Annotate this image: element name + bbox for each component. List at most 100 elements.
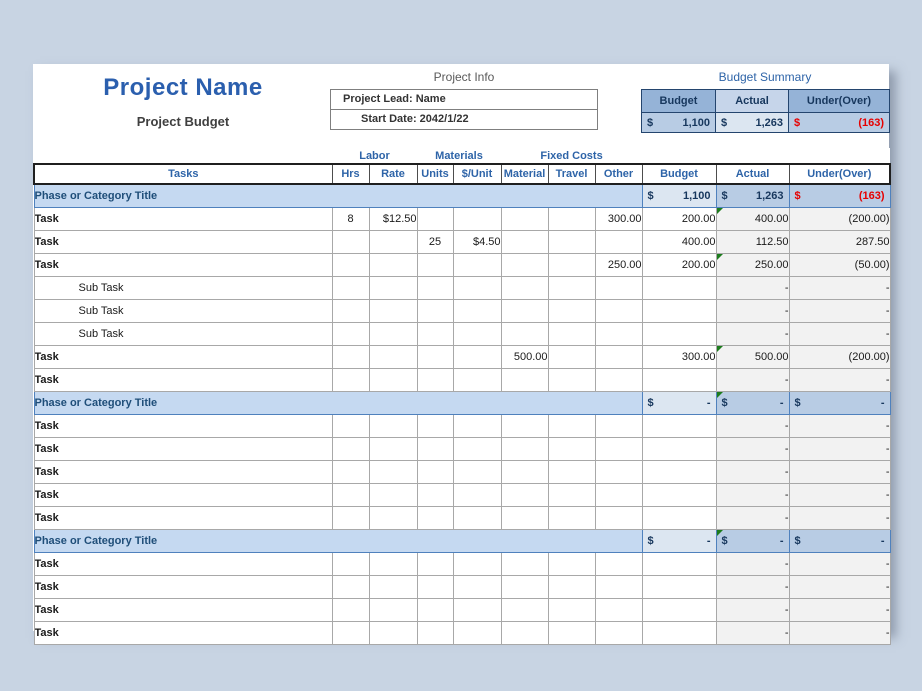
column-header-unit[interactable]: $/Unit bbox=[452, 163, 502, 185]
budget-cell[interactable] bbox=[641, 322, 717, 346]
other-cell[interactable] bbox=[594, 230, 643, 254]
task-label-cell[interactable]: Task bbox=[33, 621, 333, 645]
other-cell[interactable]: 300.00 bbox=[594, 207, 643, 231]
rate-cell[interactable] bbox=[368, 322, 418, 346]
column-header-budget[interactable]: Budget bbox=[641, 163, 717, 185]
phase-total-under[interactable]: $ - bbox=[788, 529, 891, 553]
budget-cell[interactable] bbox=[641, 621, 717, 645]
other-cell[interactable] bbox=[594, 506, 643, 530]
phase-total-budget[interactable]: $ - bbox=[641, 391, 717, 415]
hrs-cell[interactable] bbox=[331, 598, 370, 622]
task-label-cell[interactable]: Task bbox=[33, 207, 333, 231]
hrs-cell[interactable] bbox=[331, 230, 370, 254]
travel-cell[interactable] bbox=[547, 552, 596, 576]
hrs-cell[interactable] bbox=[331, 276, 370, 300]
start-date-field[interactable]: Start Date: 2042/1/22 bbox=[331, 109, 597, 129]
column-header-other[interactable]: Other bbox=[594, 163, 643, 185]
other-cell[interactable]: 250.00 bbox=[594, 253, 643, 277]
rate-cell[interactable]: $12.50 bbox=[368, 207, 418, 231]
rate-cell[interactable] bbox=[368, 506, 418, 530]
column-header-tasks[interactable]: Tasks bbox=[33, 163, 333, 185]
hrs-cell[interactable] bbox=[331, 414, 370, 438]
material-cell[interactable] bbox=[500, 598, 549, 622]
actual-cell[interactable]: 112.50 bbox=[715, 230, 790, 254]
column-header-actual[interactable]: Actual bbox=[715, 163, 790, 185]
material-cell[interactable] bbox=[500, 460, 549, 484]
units-cell[interactable]: 25 bbox=[416, 230, 454, 254]
rate-cell[interactable] bbox=[368, 368, 418, 392]
unit-cost-cell[interactable] bbox=[452, 483, 502, 507]
budget-cell[interactable] bbox=[641, 598, 717, 622]
hrs-cell[interactable] bbox=[331, 483, 370, 507]
budget-cell[interactable]: 300.00 bbox=[641, 345, 717, 369]
material-cell[interactable] bbox=[500, 552, 549, 576]
other-cell[interactable] bbox=[594, 460, 643, 484]
budget-cell[interactable]: 200.00 bbox=[641, 207, 717, 231]
other-cell[interactable] bbox=[594, 437, 643, 461]
phase-total-actual[interactable]: $ - bbox=[715, 391, 790, 415]
hrs-cell[interactable] bbox=[331, 299, 370, 323]
other-cell[interactable] bbox=[594, 276, 643, 300]
units-cell[interactable] bbox=[416, 322, 454, 346]
rate-cell[interactable] bbox=[368, 552, 418, 576]
under-over-cell[interactable]: - bbox=[788, 299, 891, 323]
task-label-cell[interactable]: Task bbox=[33, 506, 333, 530]
actual-cell[interactable]: - bbox=[715, 575, 790, 599]
hrs-cell[interactable] bbox=[331, 506, 370, 530]
project-budget-subtitle[interactable]: Project Budget bbox=[136, 114, 230, 129]
unit-cost-cell[interactable] bbox=[452, 414, 502, 438]
task-label-cell[interactable]: Task bbox=[33, 483, 333, 507]
unit-cost-cell[interactable] bbox=[452, 368, 502, 392]
task-label-cell[interactable]: Task bbox=[33, 230, 333, 254]
phase-total-under[interactable]: $ - bbox=[788, 391, 891, 415]
task-label-cell[interactable]: Task bbox=[33, 575, 333, 599]
travel-cell[interactable] bbox=[547, 276, 596, 300]
material-cell[interactable] bbox=[500, 299, 549, 323]
under-over-cell[interactable]: 287.50 bbox=[788, 230, 891, 254]
other-cell[interactable] bbox=[594, 345, 643, 369]
rate-cell[interactable] bbox=[368, 253, 418, 277]
under-over-cell[interactable]: - bbox=[788, 575, 891, 599]
phase-total-budget[interactable]: $ - bbox=[641, 529, 717, 553]
budget-cell[interactable] bbox=[641, 299, 717, 323]
under-over-cell[interactable]: - bbox=[788, 368, 891, 392]
rate-cell[interactable] bbox=[368, 621, 418, 645]
under-over-cell[interactable]: - bbox=[788, 437, 891, 461]
travel-cell[interactable] bbox=[547, 575, 596, 599]
actual-cell[interactable]: - bbox=[715, 414, 790, 438]
other-cell[interactable] bbox=[594, 483, 643, 507]
rate-cell[interactable] bbox=[368, 299, 418, 323]
under-over-cell[interactable]: - bbox=[788, 483, 891, 507]
units-cell[interactable] bbox=[416, 575, 454, 599]
travel-cell[interactable] bbox=[547, 230, 596, 254]
budget-cell[interactable] bbox=[641, 460, 717, 484]
actual-cell[interactable]: - bbox=[715, 437, 790, 461]
budget-cell[interactable] bbox=[641, 414, 717, 438]
hrs-cell[interactable] bbox=[331, 345, 370, 369]
rate-cell[interactable] bbox=[368, 345, 418, 369]
unit-cost-cell[interactable]: $4.50 bbox=[452, 230, 502, 254]
task-label-cell[interactable]: Task bbox=[33, 253, 333, 277]
summary-header-budget[interactable]: Budget bbox=[641, 89, 716, 113]
unit-cost-cell[interactable] bbox=[452, 506, 502, 530]
unit-cost-cell[interactable] bbox=[452, 552, 502, 576]
rate-cell[interactable] bbox=[368, 230, 418, 254]
other-cell[interactable] bbox=[594, 621, 643, 645]
actual-cell[interactable]: 250.00 bbox=[715, 253, 790, 277]
actual-cell[interactable]: - bbox=[715, 460, 790, 484]
summary-value-under-over[interactable]: $ (163) bbox=[788, 112, 890, 133]
units-cell[interactable] bbox=[416, 276, 454, 300]
under-over-cell[interactable]: - bbox=[788, 322, 891, 346]
budget-cell[interactable] bbox=[641, 437, 717, 461]
other-cell[interactable] bbox=[594, 322, 643, 346]
travel-cell[interactable] bbox=[547, 299, 596, 323]
project-lead-field[interactable]: Project Lead: Name bbox=[343, 93, 446, 105]
phase-total-under[interactable]: $ (163) bbox=[788, 183, 891, 208]
travel-cell[interactable] bbox=[547, 253, 596, 277]
hrs-cell[interactable]: 8 bbox=[331, 207, 370, 231]
rate-cell[interactable] bbox=[368, 483, 418, 507]
hrs-cell[interactable] bbox=[331, 552, 370, 576]
phase-total-actual[interactable]: $1,263 bbox=[715, 183, 790, 208]
unit-cost-cell[interactable] bbox=[452, 299, 502, 323]
travel-cell[interactable] bbox=[547, 368, 596, 392]
